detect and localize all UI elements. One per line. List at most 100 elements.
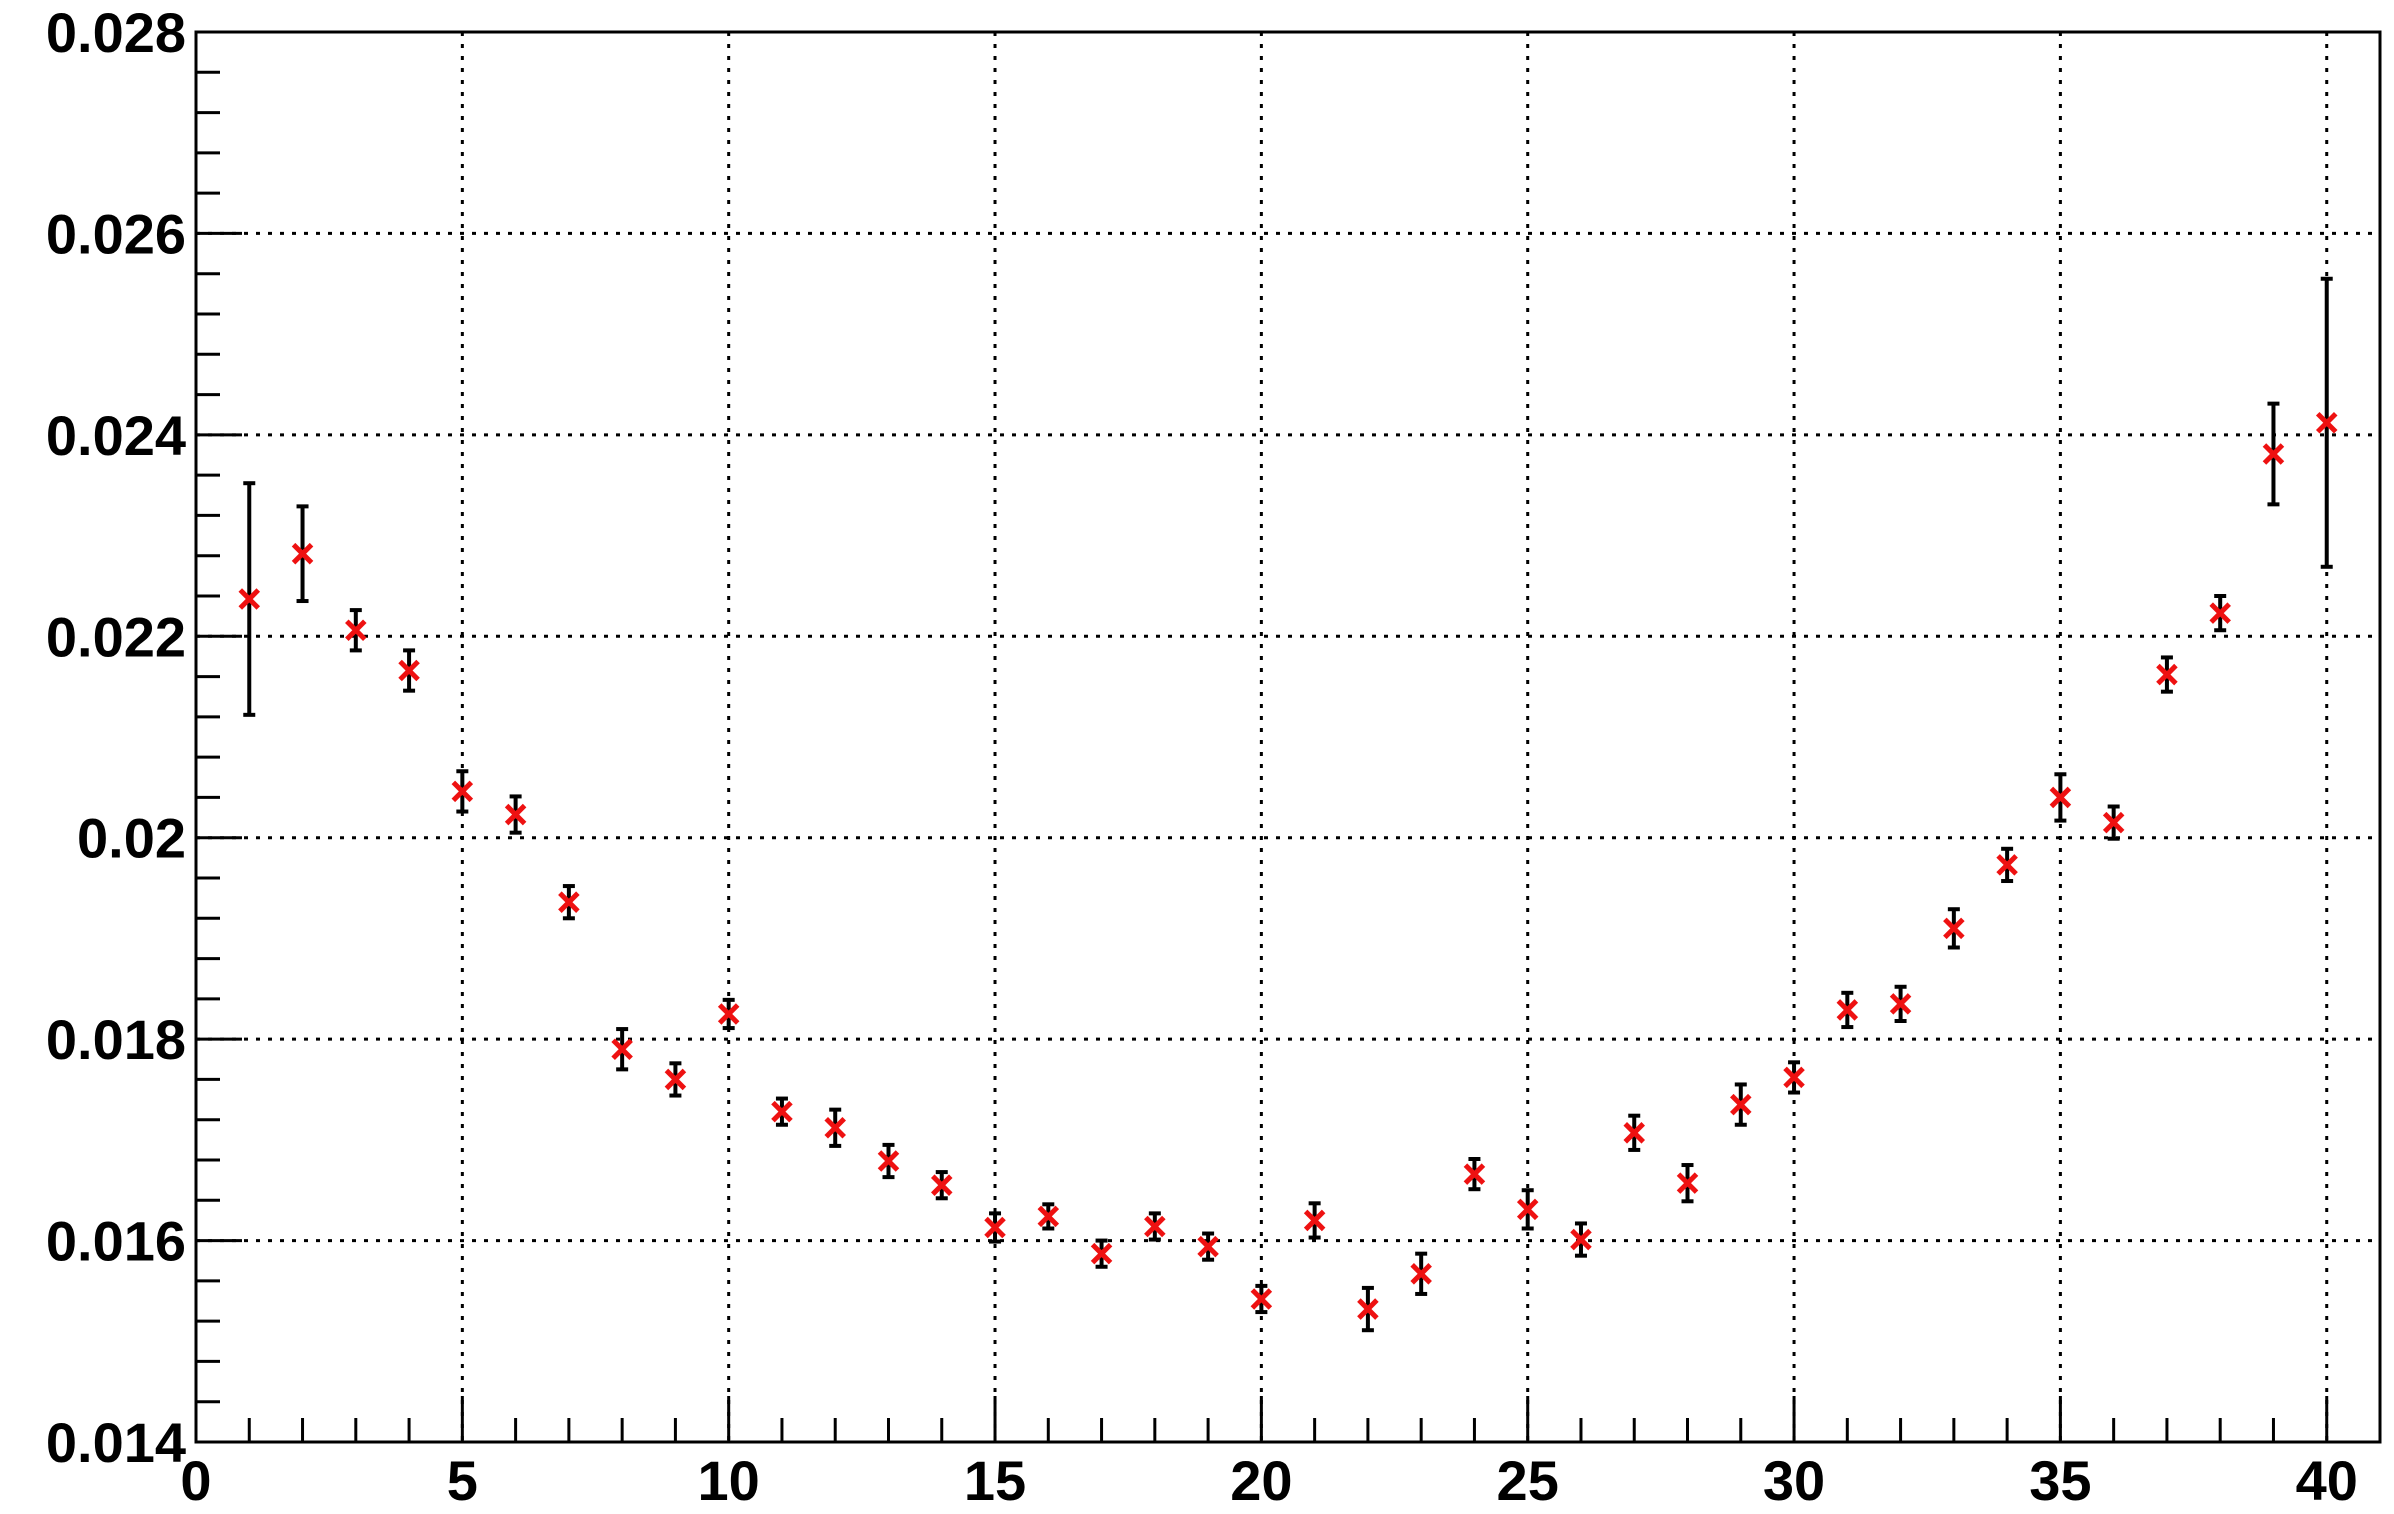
data-point <box>984 1216 1006 1239</box>
data-point-stroke <box>2262 443 2285 465</box>
y-tick-label: 0.014 <box>46 1411 186 1474</box>
data-point <box>1730 1093 1752 1116</box>
y-tick-label: 0.024 <box>46 404 186 467</box>
data-point <box>1783 1066 1805 1089</box>
data-point <box>1516 1198 1539 1221</box>
data-point-stroke <box>1783 1066 1805 1089</box>
data-point <box>345 619 367 642</box>
data-point-stroke <box>2315 412 2338 434</box>
y-tick-label: 0.028 <box>46 1 186 64</box>
data-point <box>558 891 580 913</box>
data-point <box>1357 1298 1379 1320</box>
data-point <box>1623 1122 1646 1144</box>
data-point-stroke <box>1730 1093 1752 1116</box>
data-point-stroke <box>1144 1215 1166 1238</box>
data-point <box>2315 412 2338 434</box>
data-point <box>2049 786 2072 809</box>
y-tick-label: 0.02 <box>77 807 186 870</box>
data-point-stroke <box>2049 786 2072 809</box>
data-point-stroke <box>1943 917 1965 940</box>
data-markers <box>238 412 2338 1320</box>
data-point <box>398 659 420 682</box>
x-tick-label: 10 <box>698 1449 760 1512</box>
data-point <box>1836 999 1859 1021</box>
data-point-stroke <box>771 1100 793 1123</box>
data-point <box>451 780 474 803</box>
data-point-stroke <box>1037 1205 1060 1228</box>
data-point-stroke <box>1090 1242 1113 1265</box>
x-tick-label: 30 <box>1763 1449 1825 1512</box>
data-point <box>1303 1209 1326 1232</box>
data-point-stroke <box>1303 1209 1326 1232</box>
data-point-stroke <box>1516 1198 1539 1221</box>
data-point <box>824 1117 846 1139</box>
data-point-stroke <box>1676 1172 1699 1194</box>
data-point-stroke <box>1836 999 1859 1021</box>
data-point <box>611 1038 633 1060</box>
data-point <box>2209 602 2231 624</box>
data-point-stroke <box>664 1068 687 1091</box>
data-point <box>2156 663 2178 686</box>
data-point-stroke <box>1623 1122 1646 1144</box>
data-point-stroke <box>1197 1235 1219 1258</box>
data-point <box>717 1003 740 1025</box>
data-point <box>1463 1163 1486 1185</box>
data-point <box>504 803 527 826</box>
data-point-stroke <box>558 891 580 913</box>
data-point-stroke <box>984 1216 1006 1239</box>
data-point-stroke <box>930 1174 953 1196</box>
x-tick-label: 15 <box>964 1449 1026 1512</box>
data-point-stroke <box>345 619 367 642</box>
data-point <box>1197 1235 1219 1258</box>
data-point <box>930 1174 953 1196</box>
data-point-stroke <box>2209 602 2231 624</box>
data-point <box>1676 1172 1699 1194</box>
data-point-stroke <box>291 542 314 565</box>
data-point <box>1889 993 1912 1015</box>
data-point <box>1943 917 1965 940</box>
data-point-stroke <box>1410 1263 1432 1285</box>
data-point <box>1570 1228 1592 1251</box>
data-point-stroke <box>717 1003 740 1025</box>
x-tick-label: 20 <box>1230 1449 1292 1512</box>
data-point <box>1037 1205 1060 1228</box>
data-point-stroke <box>877 1150 900 1172</box>
x-tick-label: 25 <box>1497 1449 1559 1512</box>
x-tick-label: 35 <box>2029 1449 2091 1512</box>
data-point-stroke <box>1463 1163 1486 1185</box>
data-point-stroke <box>398 659 420 682</box>
tick-labels: 0 5 10 15 20 25 30 35 40 0.014 0.016 0.018 0.02 0.022… <box>46 1 2358 1512</box>
data-point <box>664 1068 687 1091</box>
x-tick-label: 5 <box>447 1449 478 1512</box>
data-point <box>2102 811 2125 834</box>
plot-frame <box>194 30 2382 1444</box>
data-point <box>1996 854 2018 876</box>
y-tick-label: 0.022 <box>46 605 186 668</box>
data-point <box>1410 1263 1432 1285</box>
data-point <box>291 542 314 565</box>
data-point <box>771 1100 793 1123</box>
y-tick-label: 0.026 <box>46 202 186 265</box>
data-point-stroke <box>1250 1288 1273 1310</box>
data-point <box>877 1150 900 1172</box>
error-bars <box>243 276 2333 1333</box>
x-tick-label: 0 <box>180 1449 211 1512</box>
data-point <box>1144 1215 1166 1238</box>
axes <box>194 30 2382 1444</box>
x-tick-label: 40 <box>2296 1449 2358 1512</box>
y-tick-label: 0.018 <box>46 1008 186 1071</box>
data-point-stroke <box>238 588 261 610</box>
data-point-stroke <box>2102 811 2125 834</box>
data-point-stroke <box>451 780 474 803</box>
y-tick-label: 0.016 <box>46 1210 186 1273</box>
data-point-stroke <box>824 1117 846 1139</box>
data-point-stroke <box>611 1038 633 1060</box>
data-point-stroke <box>504 803 527 826</box>
data-point-stroke <box>1889 993 1912 1015</box>
data-point <box>2262 443 2285 465</box>
data-point <box>238 588 261 610</box>
data-point-stroke <box>1357 1298 1379 1320</box>
data-point <box>1090 1242 1113 1265</box>
data-point <box>1250 1288 1273 1310</box>
data-point-stroke <box>2156 663 2178 686</box>
